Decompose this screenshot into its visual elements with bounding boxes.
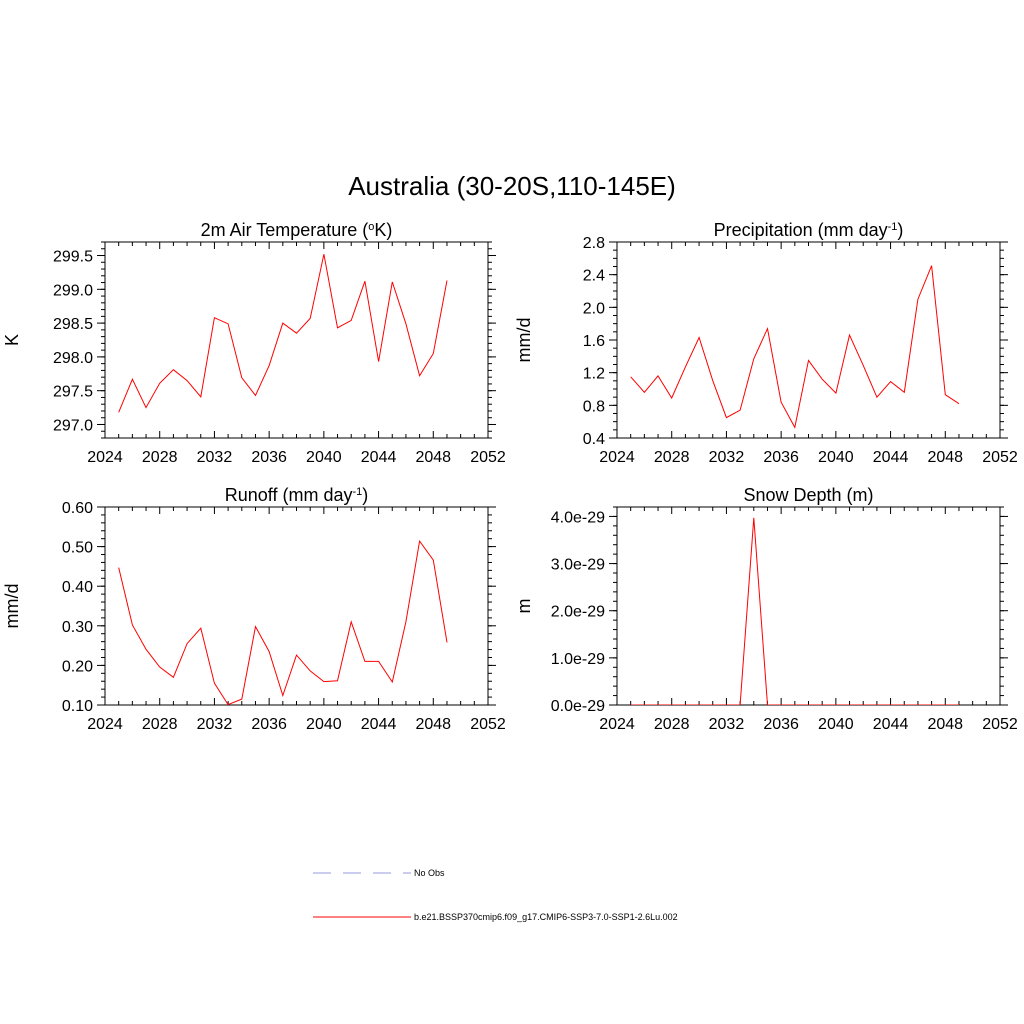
y-tick-label: 2.0e-29 [551, 604, 605, 621]
plot-frame [616, 241, 1001, 439]
series-line [118, 254, 448, 413]
y-tick-label: 297.0 [53, 417, 93, 434]
y-tick-label: 0.0e-29 [551, 698, 605, 715]
x-tick-label: 2044 [873, 716, 909, 733]
panel-2: 2024 2028 2032 2036 2040 2044 2048 2052 0.4 0.8 1.… [514, 220, 1018, 466]
x-tick-label: 2052 [982, 716, 1018, 733]
x-tick-label: 2040 [818, 449, 854, 466]
x-tick-label: 2044 [361, 716, 397, 733]
y-tick-label: 1.6 [583, 333, 605, 350]
x-tick-label: 2048 [415, 716, 451, 733]
y-tick-label: 298.5 [53, 316, 93, 333]
y-tick-label: 2.4 [583, 268, 605, 285]
x-tick-label: 2052 [982, 449, 1018, 466]
series-line [118, 539, 448, 705]
series-line [630, 517, 959, 705]
x-tick-label: 2032 [709, 449, 745, 466]
y-tick-label: 1.2 [583, 366, 605, 383]
y-axis-title: m [514, 599, 534, 614]
x-tick-label: 2052 [470, 716, 506, 733]
y-tick-label: 297.5 [53, 384, 93, 401]
panel-title: Precipitation (mm day-1) [714, 220, 904, 240]
y-tick-label: 0.30 [62, 619, 93, 636]
panel-title: Snow Depth (m) [743, 485, 873, 505]
y-tick-label: 0.20 [62, 658, 93, 675]
y-tick-label: 299.0 [53, 282, 93, 299]
panel-1: 2024 2028 2032 2036 2040 2044 2048 2052 297.0 297… [2, 220, 506, 466]
x-tick-label: 2028 [654, 449, 690, 466]
x-tick-label: 2040 [306, 716, 342, 733]
y-tick-label: 2.8 [583, 235, 605, 252]
x-tick-label: 2024 [599, 716, 635, 733]
y-axis-title: mm/d [514, 318, 534, 363]
y-tick-label: 0.50 [62, 540, 93, 557]
x-tick-label: 2028 [142, 449, 178, 466]
x-tick-label: 2036 [763, 716, 799, 733]
y-tick-label: 298.0 [53, 350, 93, 367]
x-tick-label: 2024 [87, 716, 123, 733]
y-tick-label: 0.10 [62, 698, 93, 715]
y-tick-label: 0.4 [583, 431, 605, 448]
x-tick-label: 2024 [87, 449, 123, 466]
x-tick-label: 2048 [927, 716, 963, 733]
x-tick-label: 2024 [599, 449, 635, 466]
plot-frame [104, 241, 489, 439]
legend-label: No Obs [414, 868, 445, 878]
panel-title: Runoff (mm day-1) [225, 485, 369, 505]
panel-3: 2024 2028 2032 2036 2040 2044 2048 2052 0.10 0.20… [2, 485, 506, 733]
y-tick-label: 299.5 [53, 249, 93, 266]
plot-frame [104, 506, 489, 706]
x-tick-label: 2044 [873, 449, 909, 466]
y-axis-title: mm/d [2, 584, 22, 629]
y-axis-title: K [2, 334, 22, 346]
figure-title: Australia (30-20S,110-145E) [348, 171, 676, 201]
x-tick-label: 2032 [709, 716, 745, 733]
panel-title: 2m Air Temperature (oK) [201, 220, 393, 240]
y-tick-label: 0.60 [62, 500, 93, 517]
x-tick-label: 2032 [197, 716, 233, 733]
y-tick-label: 0.40 [62, 579, 93, 596]
x-tick-label: 2052 [470, 449, 506, 466]
x-tick-label: 2040 [306, 449, 342, 466]
x-tick-label: 2036 [763, 449, 799, 466]
y-tick-label: 1.0e-29 [551, 651, 605, 668]
x-tick-label: 2036 [251, 716, 287, 733]
plot-frame [616, 506, 1001, 706]
x-tick-label: 2032 [197, 449, 233, 466]
panel-4: 2024 2028 2032 2036 2040 2044 2048 2052 0.0e-29 1… [514, 485, 1018, 733]
x-tick-label: 2036 [251, 449, 287, 466]
panels: 2024 2028 2032 2036 2040 2044 2048 2052 297.0 297… [2, 220, 1018, 733]
x-tick-label: 2028 [142, 716, 178, 733]
series-line [630, 265, 960, 429]
x-tick-label: 2028 [654, 716, 690, 733]
x-tick-label: 2048 [927, 449, 963, 466]
legend: No Obs b.e21.BSSP370cmip6.f09_g17.CMIP6-S… [313, 868, 678, 922]
x-tick-label: 2044 [361, 449, 397, 466]
y-tick-label: 3.0e-29 [551, 557, 605, 574]
legend-label: b.e21.BSSP370cmip6.f09_g17.CMIP6-SSP3-7.… [414, 912, 678, 922]
y-tick-label: 2.0 [583, 300, 605, 317]
x-tick-label: 2040 [818, 716, 854, 733]
x-tick-label: 2048 [415, 449, 451, 466]
y-tick-label: 4.0e-29 [551, 509, 605, 526]
y-tick-label: 0.8 [583, 398, 605, 415]
